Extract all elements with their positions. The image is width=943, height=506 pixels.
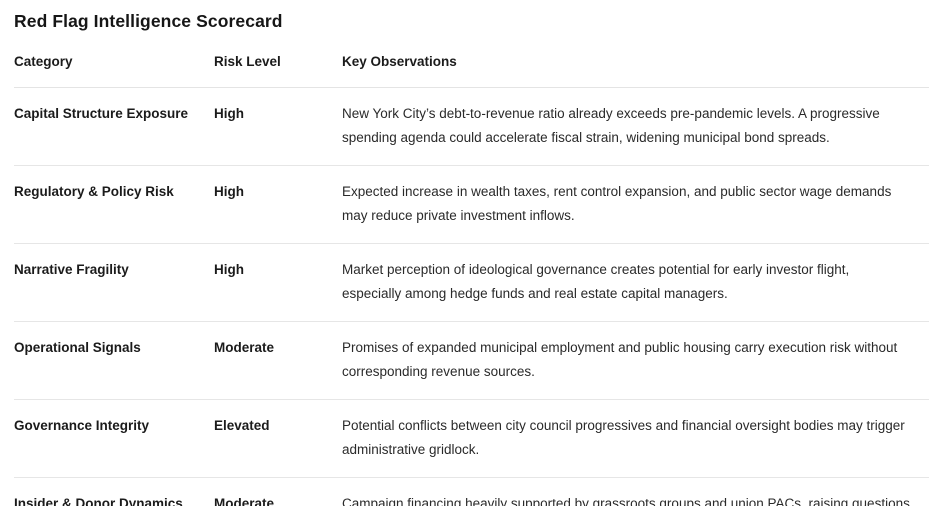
table-row: Capital Structure Exposure High New York… — [14, 88, 929, 166]
category-cell: Narrative Fragility — [14, 262, 129, 277]
table-row: Operational Signals Moderate Promises of… — [14, 322, 929, 400]
category-cell: Insider & Donor Dynamics — [14, 496, 183, 506]
column-header-category: Category — [14, 54, 73, 69]
table-row: Governance Integrity Elevated Potential … — [14, 400, 929, 478]
column-header-key-observations: Key Observations — [342, 54, 457, 69]
page-title: Red Flag Intelligence Scorecard — [14, 11, 283, 31]
observation-cell: New York City’s debt-to-revenue ratio al… — [342, 106, 880, 145]
risk-level-cell: Moderate — [214, 340, 275, 355]
table-row: Narrative Fragility High Market percepti… — [14, 244, 929, 322]
table-row: Regulatory & Policy Risk High Expected i… — [14, 166, 929, 244]
risk-level-cell: Moderate — [214, 496, 275, 506]
observation-cell: Promises of expanded municipal employmen… — [342, 340, 898, 379]
risk-level-cell: High — [214, 106, 244, 121]
risk-level-cell: High — [214, 262, 244, 277]
observation-cell: Market perception of ideological governa… — [342, 262, 850, 301]
category-cell: Regulatory & Policy Risk — [14, 184, 174, 199]
scorecard-table: Category Risk Level Key Observations Cap… — [14, 45, 929, 506]
category-cell: Governance Integrity — [14, 418, 150, 433]
category-cell: Operational Signals — [14, 340, 141, 355]
risk-level-cell: Elevated — [214, 418, 270, 433]
observation-cell: Campaign financing heavily supported by … — [342, 496, 910, 506]
observation-cell: Expected increase in wealth taxes, rent … — [342, 184, 892, 223]
table-header-row: Category Risk Level Key Observations — [14, 45, 929, 88]
column-header-risk-level: Risk Level — [214, 54, 281, 69]
category-cell: Capital Structure Exposure — [14, 106, 189, 121]
table-row: Insider & Donor Dynamics Moderate Campai… — [14, 478, 929, 506]
observation-cell: Potential conflicts between city council… — [342, 418, 905, 457]
risk-level-cell: High — [214, 184, 244, 199]
